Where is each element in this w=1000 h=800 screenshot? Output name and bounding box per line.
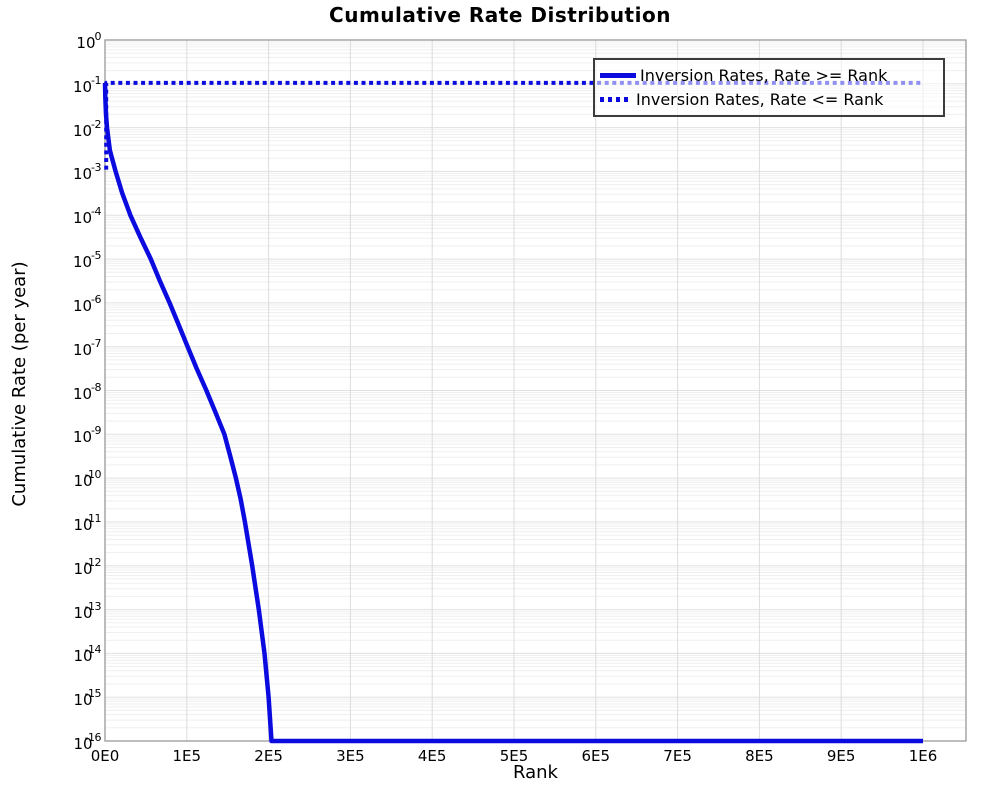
y-tick-label: 10-11: [73, 512, 101, 534]
y-tick-label: 10-5: [72, 249, 102, 271]
y-tick-label: 10-9: [72, 424, 102, 446]
x-tick-label: 9E5: [826, 747, 856, 765]
dotted-line-swatch-icon: [600, 97, 632, 102]
y-tick-label: 10-10: [73, 468, 101, 490]
x-tick-label: 3E5: [336, 747, 365, 765]
y-tick-label: 10-4: [72, 205, 102, 227]
y-axis-title: Cumulative Rate (per year): [9, 261, 30, 507]
x-tick-label: 5E5: [499, 747, 529, 765]
x-tick-label: 7E5: [663, 747, 692, 765]
legend-label-rate-ge-rank: Inversion Rates, Rate >= Rank: [640, 66, 888, 85]
y-tick-label: 10-12: [73, 556, 101, 578]
y-tick-label: 10-3: [72, 161, 102, 183]
legend-row-rate-ge-rank: Inversion Rates, Rate >= Rank: [600, 66, 938, 85]
x-tick-label: 2E5: [254, 747, 283, 765]
legend: Inversion Rates, Rate >= Rank Inversion …: [593, 58, 945, 117]
y-tick-label: 10-7: [72, 337, 102, 359]
x-tick-label: 4E5: [417, 747, 447, 765]
x-tick-label: 1E6: [908, 747, 938, 765]
x-axis-title: Rank: [513, 762, 558, 783]
chart-title: Cumulative Rate Distribution: [329, 3, 671, 27]
y-tick-label: 10-8: [72, 381, 102, 403]
series-line-0: [102, 82, 923, 744]
y-tick-label: 10-1: [72, 74, 102, 96]
y-tick-label: 100: [76, 30, 101, 52]
x-tick-label: 6E5: [581, 747, 611, 765]
y-tick-label: 10-13: [73, 600, 101, 622]
y-tick-label: 10-14: [73, 643, 101, 665]
x-tick-label: 8E5: [745, 747, 774, 765]
x-tick-label: 1E5: [172, 747, 202, 765]
y-tick-label: 10-6: [72, 293, 102, 315]
x-tick-label: 0E0: [90, 747, 120, 765]
y-tick-label: 10-2: [72, 118, 102, 140]
y-tick-label: 10-15: [73, 687, 101, 709]
legend-row-rate-le-rank: Inversion Rates, Rate <= Rank: [600, 90, 938, 109]
solid-line-swatch-icon: [600, 73, 636, 78]
legend-label-rate-le-rank: Inversion Rates, Rate <= Rank: [636, 90, 884, 109]
y-tick-label: 10-16: [73, 731, 101, 753]
